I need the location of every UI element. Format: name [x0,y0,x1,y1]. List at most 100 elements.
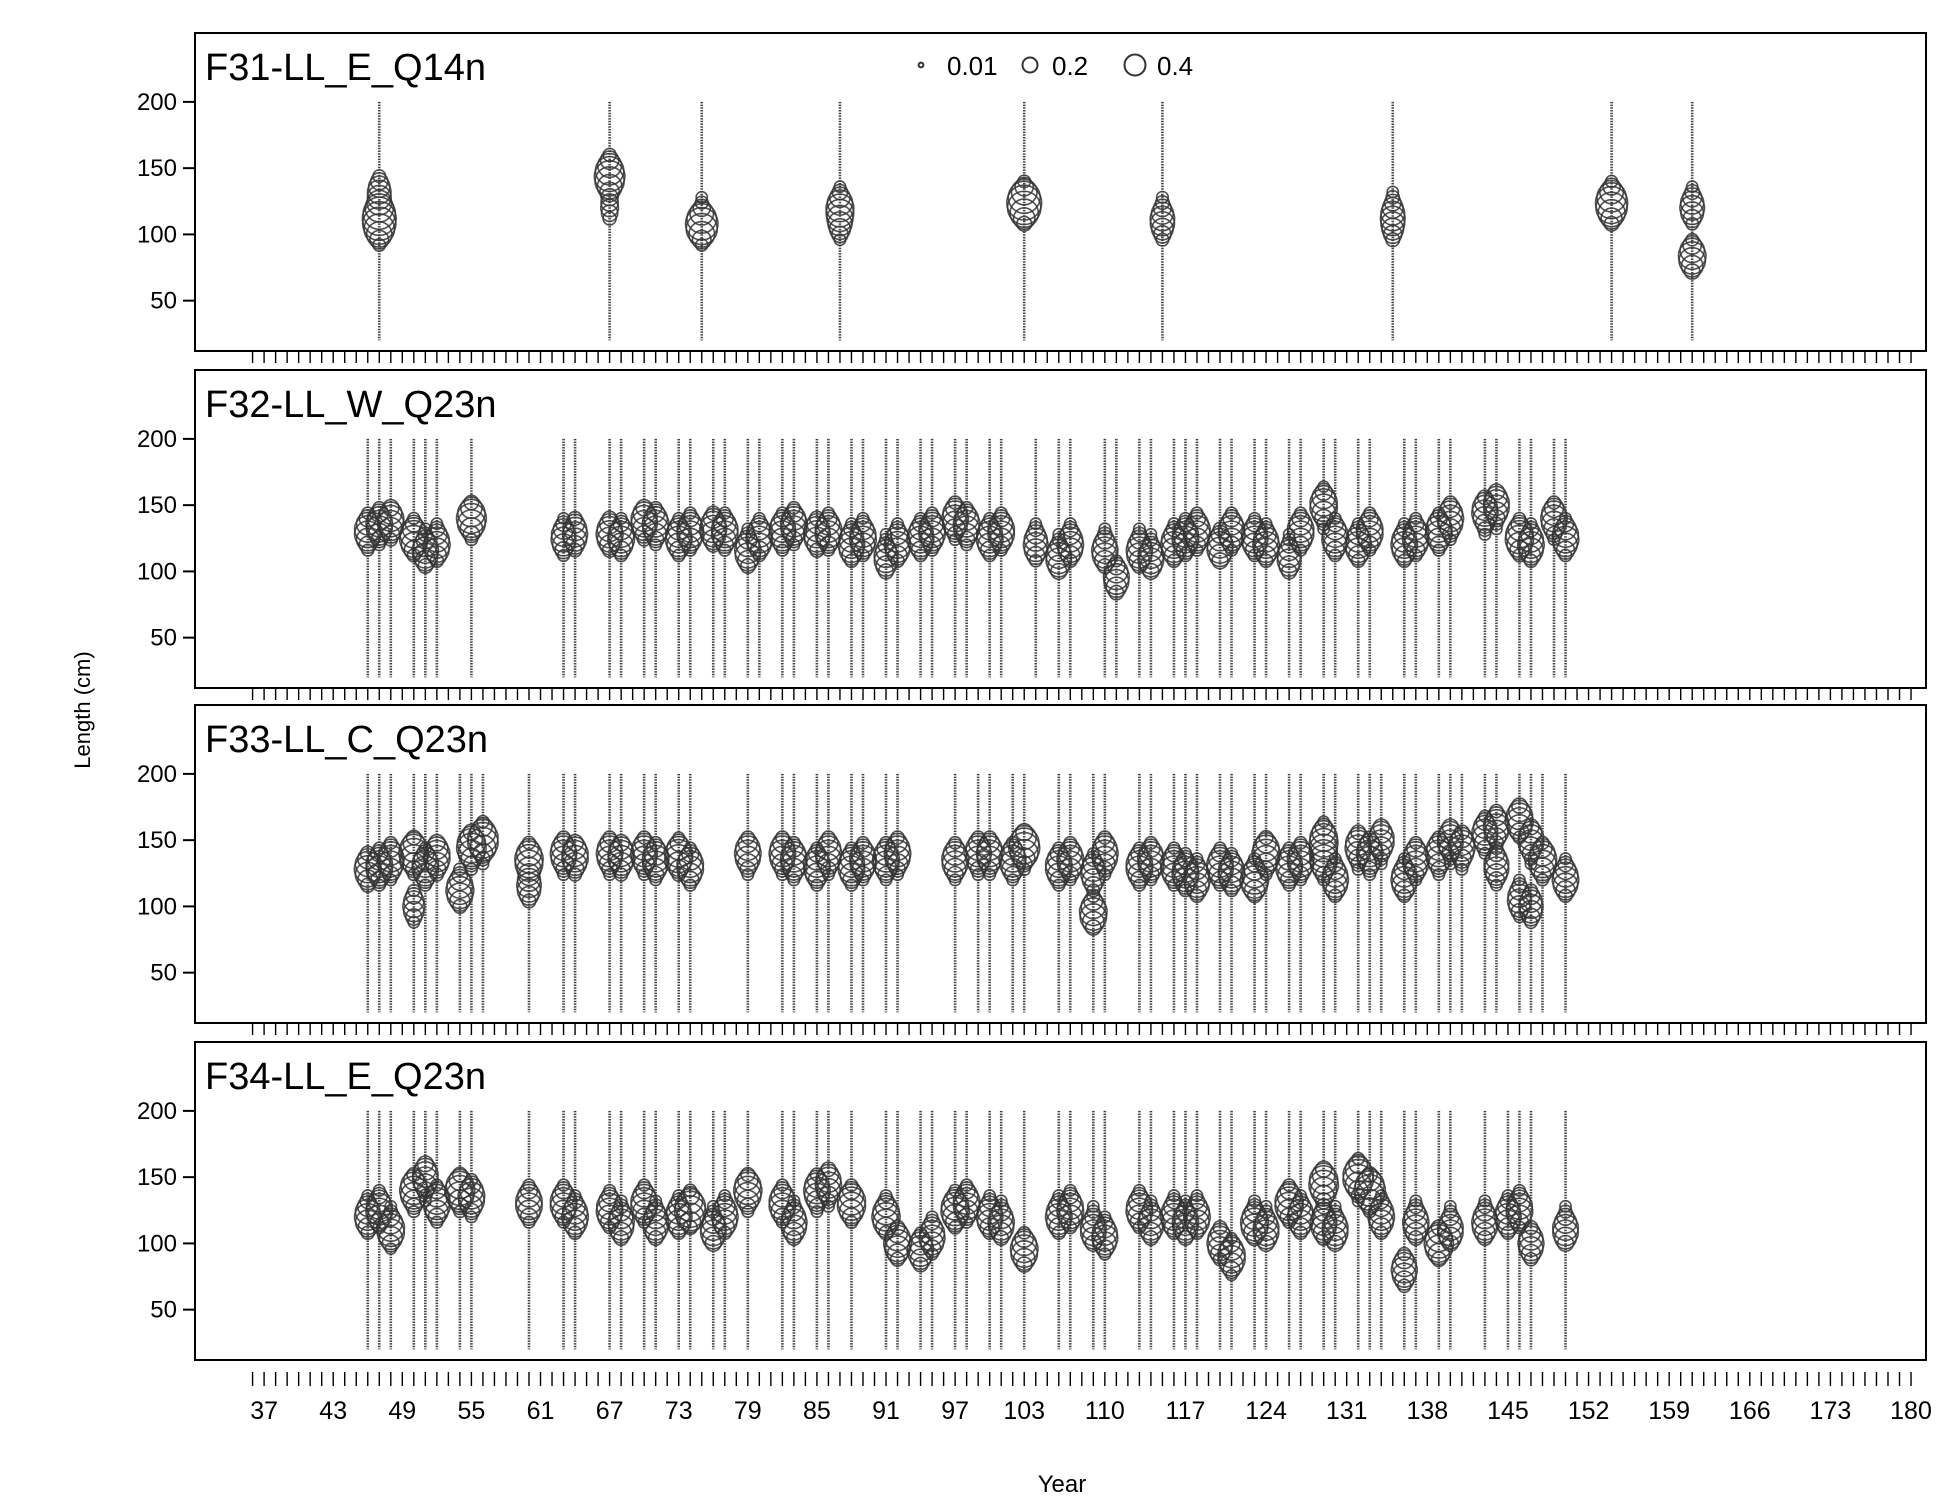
legend-label: 0.01 [947,51,998,81]
bubble [945,838,965,858]
bubble [1394,1270,1415,1291]
bubble [1059,523,1082,546]
bubble [921,1216,944,1239]
bubble [1058,1189,1082,1213]
bubble [1219,1252,1244,1277]
bubble [1391,1251,1418,1278]
bubble [1190,852,1204,866]
bubble [562,516,588,542]
year-column [779,1110,808,1350]
bubble [1245,514,1264,533]
bubble [679,1210,702,1234]
year-column [1182,1110,1212,1350]
bubble [1520,1222,1542,1243]
bubble [1552,861,1579,888]
bubble [563,836,587,860]
bubble [1396,1246,1412,1262]
bubble [1474,1221,1496,1244]
bubble [833,180,847,194]
bubble [361,200,397,237]
bubble [851,517,875,541]
y-tick-label: 100 [137,893,177,920]
year-column [1551,438,1580,678]
bubble [979,832,1000,854]
year-column [1551,1110,1580,1350]
bubble [1252,530,1281,559]
bubble [889,520,906,538]
year-column [710,1110,739,1350]
bubble-columns [353,438,1580,678]
bubble [1086,1199,1100,1213]
bubble [890,830,905,845]
bubble [594,155,625,186]
bubble [773,1181,792,1200]
y-tick-label: 200 [137,1098,177,1125]
bubble [886,853,909,875]
bubble [1516,530,1546,559]
bubble [459,496,483,520]
year-column [1551,773,1580,1013]
year-column [607,773,636,1013]
bubble [877,1192,895,1210]
bubble [1558,511,1573,525]
year-tick-band [251,351,1912,363]
bubble [611,1201,632,1222]
bubble [1282,532,1297,547]
bubble [1010,178,1038,206]
bubble [1326,855,1344,873]
bubble [614,511,628,525]
bubble [1682,235,1703,255]
bubble [1091,1219,1119,1246]
year-column [607,1110,636,1350]
bubble [1512,511,1527,526]
bubble [1217,1239,1246,1269]
bubble [464,1172,479,1187]
bubble [1679,194,1706,222]
year-column [457,1110,486,1350]
bubble [1182,515,1211,543]
bubble [459,1194,483,1218]
bubble [1027,520,1044,538]
bubble [1394,1249,1415,1270]
bubble [689,200,715,226]
bubble [1367,1202,1396,1231]
bubble [1167,1189,1181,1203]
bubble [1522,818,1540,836]
bubble [676,1187,704,1215]
bubble [469,818,497,846]
bubble [472,816,493,837]
x-tick-label: 97 [941,1397,969,1425]
bubble [826,189,854,216]
bubble [1309,488,1339,517]
bubble [1290,1217,1311,1238]
bubble [849,520,877,548]
bubble [1093,853,1116,875]
bubble [1176,514,1195,533]
bubble [1165,520,1183,538]
bubble [1317,815,1330,828]
year-column [918,1110,946,1350]
bubble [1324,880,1346,901]
year-column [1239,1110,1270,1350]
year-column [1137,438,1165,678]
bubble [889,1219,906,1236]
bubble [1186,1195,1208,1218]
bubble [887,832,908,854]
bubble [1393,880,1415,901]
bubble [556,1178,571,1192]
bubble [561,1198,589,1225]
year-column [641,1110,670,1350]
bubble [1184,511,1210,536]
bubble [676,515,705,543]
bubble [1557,855,1574,873]
bubble [1487,871,1506,889]
bubble [1292,1192,1310,1210]
bubble [815,1166,842,1194]
bubble [614,1194,628,1208]
bubble [1594,185,1629,220]
year-column [732,1110,763,1350]
bubble [564,513,586,534]
bubble [680,844,700,863]
bubble [818,832,839,854]
